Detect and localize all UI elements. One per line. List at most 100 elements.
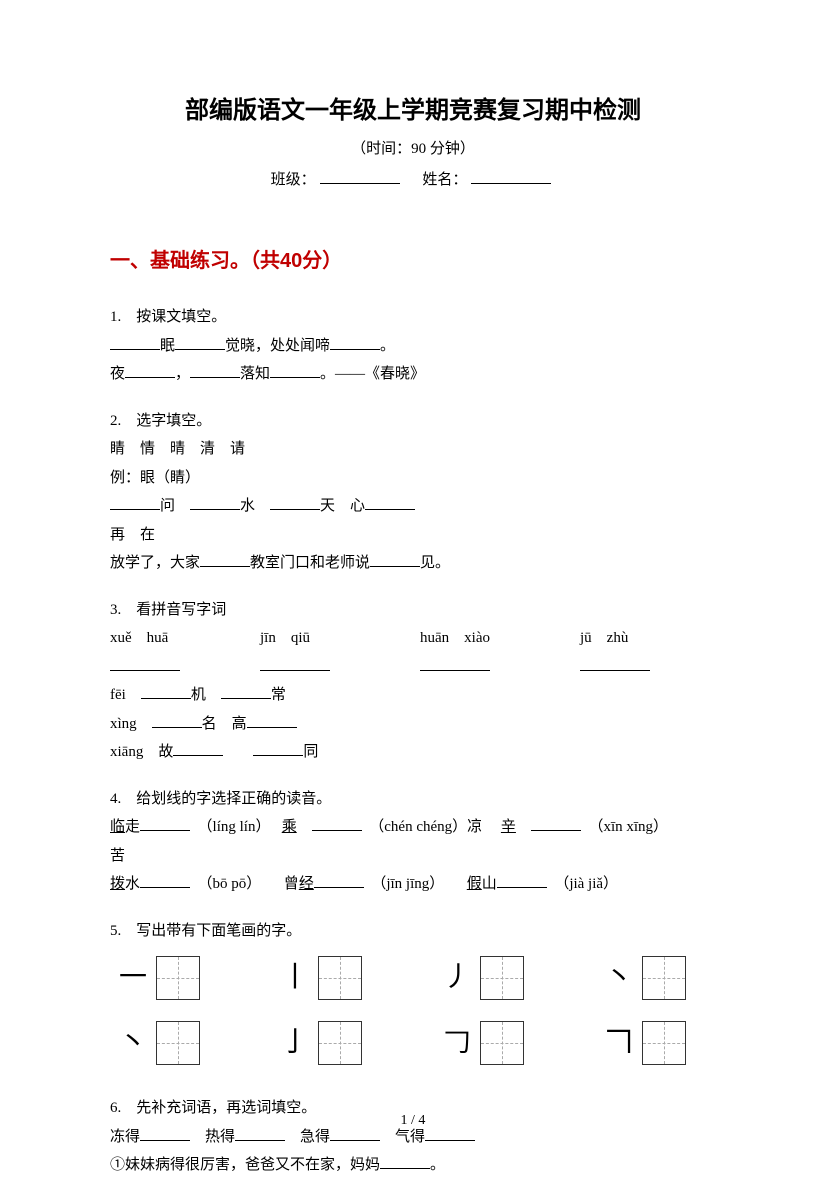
page-title: 部编版语文一年级上学期竞赛复习期中检测 <box>110 90 716 125</box>
text: 水 <box>240 498 270 514</box>
stroke-row: 一 丨 丿 丶 <box>118 951 716 1004</box>
question-5: 5. 写出带有下面笔画的字。 一 丨 丿 丶 丶 <box>110 917 716 1070</box>
name-blank[interactable] <box>471 183 551 184</box>
text: 天 心 <box>320 498 365 514</box>
tian-box[interactable] <box>156 1021 200 1065</box>
blank[interactable] <box>190 495 240 510</box>
stroke-item: 丨 <box>280 951 362 1004</box>
q2-title: 2. 选字填空。 <box>110 407 716 436</box>
text: 。 <box>380 338 395 354</box>
pinyin: huān xiào <box>420 624 580 653</box>
tian-box[interactable] <box>642 956 686 1000</box>
class-label: 班级： <box>271 172 316 188</box>
blank[interactable] <box>173 741 223 756</box>
question-3: 3. 看拼音写字词 xuě huā jīn qiū huān xiào jū z… <box>110 596 716 767</box>
stroke-glyph: 亅 <box>280 1016 310 1069</box>
underlined-char: 经 <box>299 876 314 892</box>
stroke-glyph: 丶 <box>604 951 634 1004</box>
info-line: 班级： 姓名： <box>110 168 716 189</box>
blank[interactable] <box>253 741 303 756</box>
blank[interactable] <box>330 335 380 350</box>
blank[interactable] <box>125 363 175 378</box>
tian-box[interactable] <box>480 956 524 1000</box>
blank[interactable] <box>140 873 190 888</box>
blank[interactable] <box>175 335 225 350</box>
stroke-glyph: 丶 <box>118 1016 148 1069</box>
text: ①妹妹病得很厉害，爸爸又不在家，妈妈 <box>110 1157 380 1173</box>
blank[interactable] <box>190 363 240 378</box>
text: xìng <box>110 716 152 732</box>
q3-title: 3. 看拼音写字词 <box>110 596 716 625</box>
blank[interactable] <box>312 816 362 831</box>
text: （jīn jīng） <box>379 876 467 892</box>
text: 水 <box>125 876 140 892</box>
stroke-item: 𠃍 <box>604 1016 686 1069</box>
blank[interactable] <box>247 713 297 728</box>
blank[interactable] <box>110 656 180 671</box>
blank[interactable] <box>497 873 547 888</box>
section-heading: 一、基础练习。（共40分） <box>110 244 716 273</box>
pinyin: xuě huā <box>110 624 260 653</box>
question-2: 2. 选字填空。 睛 情 晴 清 请 例：眼（睛） 问 水 天 心 再 在 放学… <box>110 407 716 578</box>
stroke-item: 丿 <box>442 951 524 1004</box>
text: 见。 <box>420 555 450 571</box>
blank[interactable] <box>531 816 581 831</box>
blank[interactable] <box>110 335 160 350</box>
q1-title: 1. 按课文填空。 <box>110 303 716 332</box>
underlined-char: 临 <box>110 819 125 835</box>
stroke-item: 𠃌 <box>442 1016 524 1069</box>
stroke-glyph: 丨 <box>280 951 310 1004</box>
blank[interactable] <box>370 552 420 567</box>
blank[interactable] <box>221 684 271 699</box>
blank[interactable] <box>141 684 191 699</box>
q4-title: 4. 给划线的字选择正确的读音。 <box>110 785 716 814</box>
blank[interactable] <box>200 552 250 567</box>
q2-example: 例：眼（睛） <box>110 464 716 493</box>
blank[interactable] <box>580 656 650 671</box>
blank[interactable] <box>365 495 415 510</box>
underlined-char: 假 <box>467 876 482 892</box>
blank[interactable] <box>420 656 490 671</box>
text: 教室门口和老师说 <box>250 555 370 571</box>
underlined-char: 辛 <box>501 819 516 835</box>
stroke-glyph: 一 <box>118 951 148 1004</box>
question-1: 1. 按课文填空。 眠觉晓，处处闻啼。 夜，落知。——《春晓》 <box>110 303 716 389</box>
blank[interactable] <box>110 495 160 510</box>
blank[interactable] <box>260 656 330 671</box>
text: 觉晓，处处闻啼 <box>225 338 330 354</box>
text: 山 <box>482 876 497 892</box>
text: 眠 <box>160 338 175 354</box>
stroke-glyph: 𠃌 <box>442 1016 472 1069</box>
blank[interactable] <box>152 713 202 728</box>
pinyin: jīn qiū <box>260 624 420 653</box>
pinyin: jū zhù <box>580 624 628 653</box>
text: 冻得 <box>110 1129 140 1145</box>
text: 。 <box>430 1157 445 1173</box>
text: 。——《春晓》 <box>320 366 425 382</box>
text: 夜 <box>110 366 125 382</box>
blank[interactable] <box>380 1154 430 1169</box>
time-label: （时间：90 分钟） <box>110 137 716 158</box>
tian-box[interactable] <box>318 1021 362 1065</box>
text: 问 <box>160 498 190 514</box>
text: 气得 <box>380 1129 425 1145</box>
tian-box[interactable] <box>156 956 200 1000</box>
q2-line2: 再 在 <box>110 521 716 550</box>
text: 同 <box>303 744 318 760</box>
blank[interactable] <box>270 495 320 510</box>
q5-title: 5. 写出带有下面笔画的字。 <box>110 917 716 946</box>
underlined-char: 乘 <box>282 819 297 835</box>
blank[interactable] <box>314 873 364 888</box>
class-blank[interactable] <box>320 183 400 184</box>
text: fēi <box>110 687 141 703</box>
text: 急得 <box>285 1129 330 1145</box>
blank[interactable] <box>140 816 190 831</box>
tian-box[interactable] <box>642 1021 686 1065</box>
tian-box[interactable] <box>480 1021 524 1065</box>
text: （chén chéng）凉 <box>377 819 497 835</box>
blank[interactable] <box>270 363 320 378</box>
stroke-glyph: 𠃍 <box>604 1016 634 1069</box>
text: 常 <box>271 687 286 703</box>
tian-box[interactable] <box>318 956 362 1000</box>
stroke-item: 丶 <box>604 951 686 1004</box>
